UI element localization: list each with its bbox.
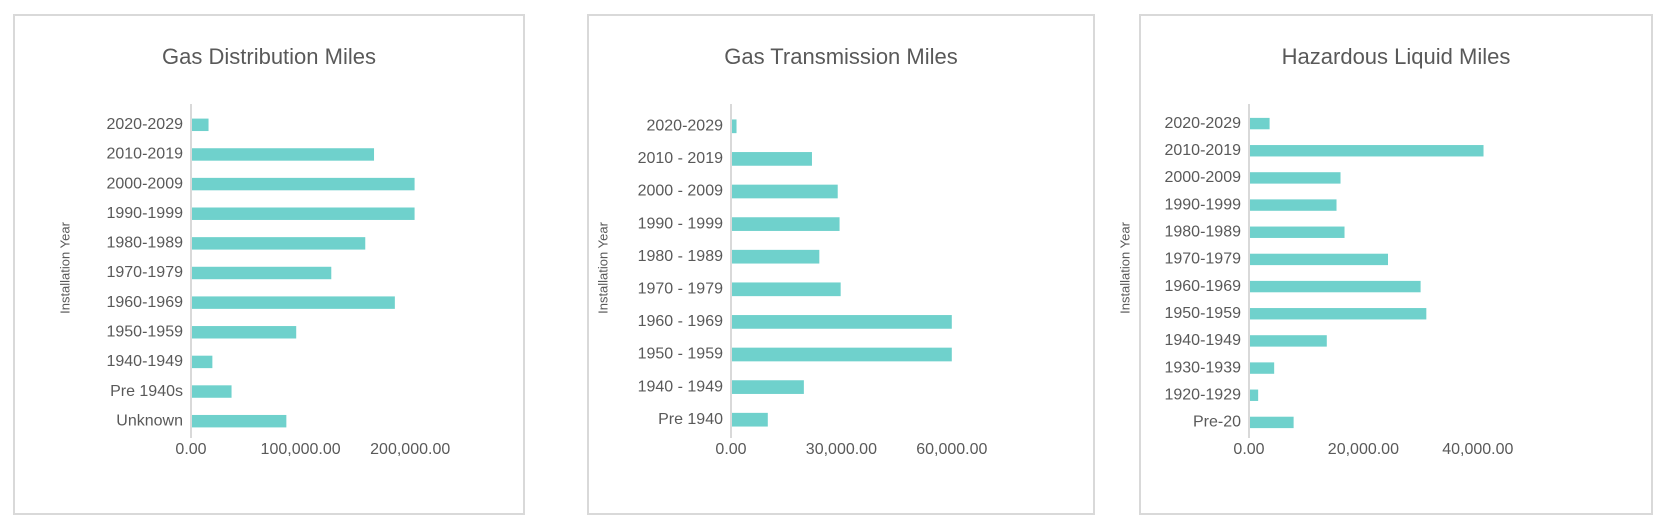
category-label: 1970 - 1979 [638,281,724,298]
x-tick-label: 20,000.00 [1328,441,1399,458]
x-tick-label: 0.00 [175,441,206,458]
bar [731,152,812,166]
category-label: 1990-1999 [1164,196,1241,213]
category-label: 1950-1959 [1164,305,1241,322]
gas-transmission-plot: 2020-2029 2010 - 2019 2000 - 2009 1990 - 19… [638,104,987,458]
category-label: 1920-1929 [1164,386,1241,403]
bar [191,118,209,132]
bar [731,347,952,362]
category-label: 2020-2029 [1164,115,1241,132]
bar [1249,199,1337,211]
bar [1249,335,1327,347]
chart-title: Gas Distribution Miles [162,44,376,69]
gas-transmission-chart: 2020-2029 2010 - 2019 2000 - 2009 1990 - 19… [587,14,1095,515]
hazardous-liquid-chart: 2020-2029 2010-2019 2000-2009 1990-1999 1980… [1118,14,1653,515]
bar [191,266,332,280]
category-label: 2010 - 2019 [638,150,724,167]
bar [191,296,395,309]
category-label: 1990-1999 [106,205,183,222]
bar [731,249,820,264]
chart-title: Hazardous Liquid Miles [1281,44,1511,69]
category-label: 1940-1949 [106,353,183,370]
bar [731,282,841,297]
category-label: 1940-1949 [1164,332,1241,349]
bar [1249,362,1275,374]
bar [191,355,213,369]
bar [191,148,375,161]
bar [731,315,952,329]
bar [1249,145,1484,157]
category-label: 1960-1969 [1164,278,1241,295]
bar [1249,117,1270,130]
bar [191,237,366,250]
category-label: 1980-1989 [106,235,183,252]
x-tick-label: 0.00 [715,441,746,458]
category-label: 2000-2009 [1164,169,1241,186]
x-tick-label: 100,000.00 [261,441,341,458]
bar [731,217,840,231]
gas-distribution-chart: 2020-2029 2010-2019 2000-2009 1990-1999 1980… [13,14,525,515]
bar [1249,172,1341,184]
category-label: 1950-1959 [106,323,183,340]
bar [1249,416,1294,429]
category-label: 2000-2009 [106,175,183,192]
x-tick-label: 30,000.00 [806,441,877,458]
category-label: 2020-2029 [646,118,723,135]
category-label: Pre-20 [1193,414,1241,431]
bar [1249,253,1388,266]
x-tick-label: 60,000.00 [916,441,987,458]
category-label: 2020-2029 [106,116,183,133]
bar [191,177,415,191]
category-label: 1950 - 1959 [638,346,724,363]
y-axis-title: Installation Year [57,222,73,314]
bar [731,119,737,134]
bar [1249,389,1259,401]
x-tick-label: 0.00 [1233,441,1264,458]
category-label: 1990 - 1999 [638,215,724,232]
bar [1249,226,1345,238]
gas-distribution-plot: 2020-2029 2010-2019 2000-2009 1990-1999 1980… [106,104,450,458]
bar [191,385,232,398]
bar [191,414,287,428]
category-label: 1970-1979 [1164,251,1241,268]
bar [1249,308,1427,320]
hazardous-liquid-plot: 2020-2029 2010-2019 2000-2009 1990-1999 1980… [1164,104,1513,458]
category-label: 1980-1989 [1164,223,1241,240]
category-label: 1980 - 1989 [638,248,724,265]
y-axis-title: Installation Year [595,222,611,314]
category-label: Pre 1940 [658,411,723,428]
bar [1249,280,1421,293]
bar [191,326,297,339]
category-label: 1970-1979 [106,264,183,281]
category-label: 1960 - 1969 [638,313,724,330]
chart-title: Gas Transmission Miles [724,44,958,69]
category-label: 2000 - 2009 [638,183,724,200]
category-label: 1940 - 1949 [638,378,724,395]
y-axis-title: Installation Year [1117,222,1133,314]
x-tick-label: 40,000.00 [1442,441,1513,458]
category-label: 1960-1969 [106,294,183,311]
bar [731,184,838,199]
category-label: 2010-2019 [1164,142,1241,159]
category-label: Pre 1940s [110,383,183,400]
bar [731,380,804,394]
bar [191,207,415,220]
category-label: 1930-1939 [1164,359,1241,376]
bar [731,412,768,427]
x-tick-label: 200,000.00 [370,441,450,458]
category-label: Unknown [116,412,183,429]
category-label: 2010-2019 [106,146,183,163]
